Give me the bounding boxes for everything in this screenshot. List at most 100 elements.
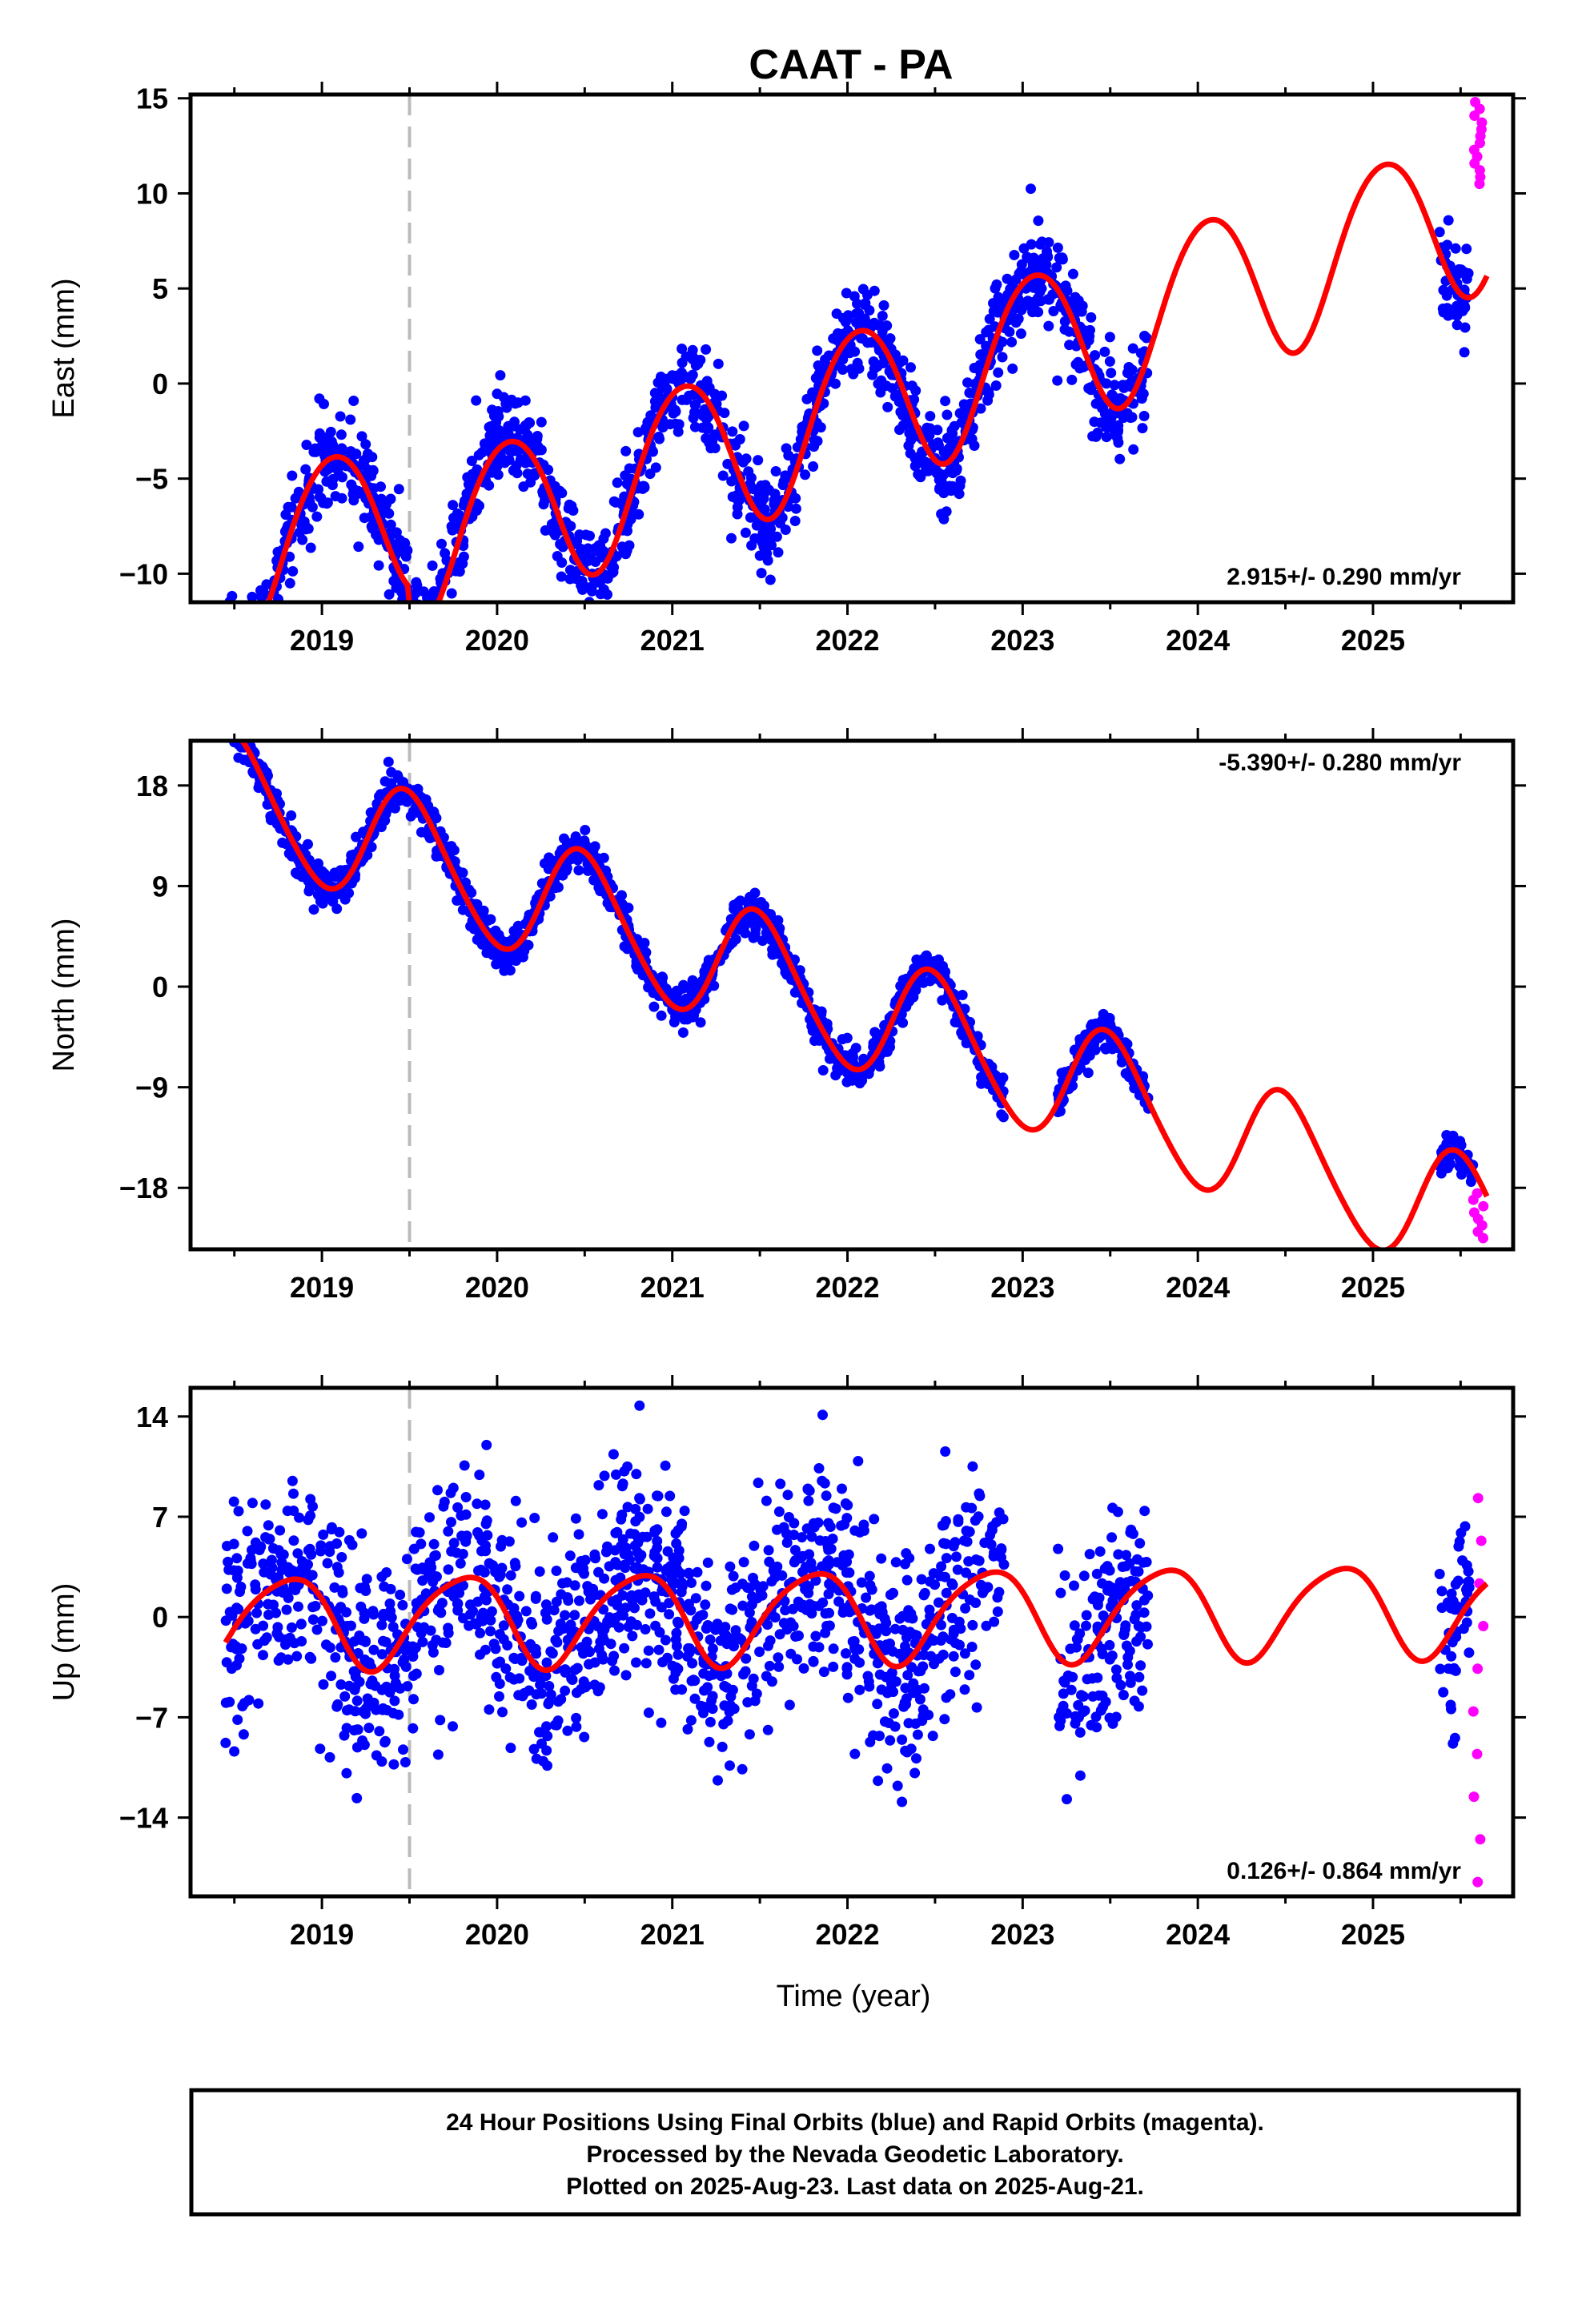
data-point xyxy=(934,1570,946,1582)
data-point xyxy=(351,1695,363,1707)
data-point xyxy=(637,483,648,494)
data-point xyxy=(843,1549,854,1560)
data-point xyxy=(821,1490,832,1502)
data-point xyxy=(400,1661,412,1672)
data-point xyxy=(434,1665,444,1675)
data-point xyxy=(291,867,301,879)
data-point xyxy=(505,1743,516,1754)
data-point xyxy=(754,1647,765,1658)
data-point xyxy=(363,1723,375,1734)
data-point xyxy=(410,588,421,599)
data-point xyxy=(231,641,241,652)
data-point xyxy=(677,394,688,405)
data-point xyxy=(817,1475,828,1486)
data-point xyxy=(572,536,583,547)
data-point xyxy=(652,1490,662,1502)
data-point xyxy=(589,1657,600,1668)
data-point xyxy=(221,1583,232,1594)
data-point xyxy=(925,1610,936,1622)
data-point xyxy=(897,1796,908,1807)
data-point xyxy=(299,871,311,883)
data-point xyxy=(974,1490,986,1502)
data-point xyxy=(376,1571,387,1582)
data-point xyxy=(1112,432,1123,444)
data-point xyxy=(1028,282,1039,293)
data-point xyxy=(828,1643,839,1655)
data-point xyxy=(432,611,443,621)
data-point xyxy=(643,1645,654,1656)
data-point xyxy=(687,344,698,356)
data-point xyxy=(418,608,428,618)
data-point xyxy=(1101,432,1112,443)
data-point xyxy=(1097,1016,1108,1027)
data-point xyxy=(678,979,689,991)
data-point xyxy=(789,987,801,998)
data-point xyxy=(685,1715,697,1726)
data-point xyxy=(967,1619,978,1630)
data-point xyxy=(817,1597,829,1608)
data-point xyxy=(244,726,255,736)
data-point xyxy=(566,1673,577,1684)
data-point xyxy=(801,1562,813,1573)
data-point xyxy=(417,615,428,625)
data-point xyxy=(970,1659,982,1671)
plot-frame xyxy=(188,92,1516,605)
data-point xyxy=(307,1614,319,1625)
data-point xyxy=(311,1624,323,1635)
data-point xyxy=(541,1657,552,1668)
data-point xyxy=(1103,1580,1114,1591)
data-point xyxy=(1104,1712,1115,1723)
data-point xyxy=(824,1578,835,1590)
data-point xyxy=(532,440,544,452)
rate-label: 0.126+/- 0.864 mm/yr xyxy=(1227,1858,1461,1884)
data-point xyxy=(618,1610,628,1621)
data-point xyxy=(221,1657,232,1668)
data-point xyxy=(1074,1727,1086,1738)
data-point xyxy=(235,641,245,652)
data-point xyxy=(504,1536,515,1547)
x-tick-label: 2022 xyxy=(815,624,879,657)
data-point xyxy=(900,1683,911,1694)
data-point xyxy=(661,1506,672,1518)
data-point xyxy=(247,730,257,740)
data-point xyxy=(1102,422,1114,433)
y-tick-label: −18 xyxy=(119,1172,168,1204)
data-point xyxy=(239,725,249,735)
rapid-point xyxy=(1472,1663,1484,1675)
data-point xyxy=(290,493,301,504)
data-point xyxy=(315,1540,327,1551)
data-point xyxy=(763,1640,773,1651)
data-point xyxy=(820,354,831,365)
data-point xyxy=(223,1556,234,1567)
data-point xyxy=(469,1618,480,1629)
data-point xyxy=(561,1577,572,1588)
data-point xyxy=(542,1760,552,1771)
data-point xyxy=(239,638,250,649)
data-point xyxy=(235,1582,247,1592)
data-point xyxy=(534,1566,545,1577)
y-tick-label: 0 xyxy=(152,368,168,400)
data-point xyxy=(264,1534,275,1545)
data-point xyxy=(246,623,256,633)
data-point xyxy=(531,1648,542,1659)
data-point xyxy=(1447,1595,1459,1606)
data-point xyxy=(881,1626,892,1637)
data-point xyxy=(613,1622,624,1633)
data-point xyxy=(306,1653,317,1664)
data-point xyxy=(764,1556,775,1567)
data-point xyxy=(783,1512,794,1522)
data-point xyxy=(753,455,764,466)
data-point xyxy=(541,1721,552,1732)
data-point xyxy=(739,920,750,931)
data-point xyxy=(425,625,436,636)
data-point xyxy=(1451,267,1462,278)
data-point xyxy=(936,1619,946,1630)
data-point xyxy=(399,617,409,627)
data-point xyxy=(1450,1578,1461,1590)
rapid-point xyxy=(1468,1706,1479,1717)
data-point xyxy=(501,402,512,413)
data-point xyxy=(978,1582,990,1593)
data-point xyxy=(743,466,754,477)
data-point xyxy=(1138,1607,1150,1618)
data-point xyxy=(612,1559,624,1570)
